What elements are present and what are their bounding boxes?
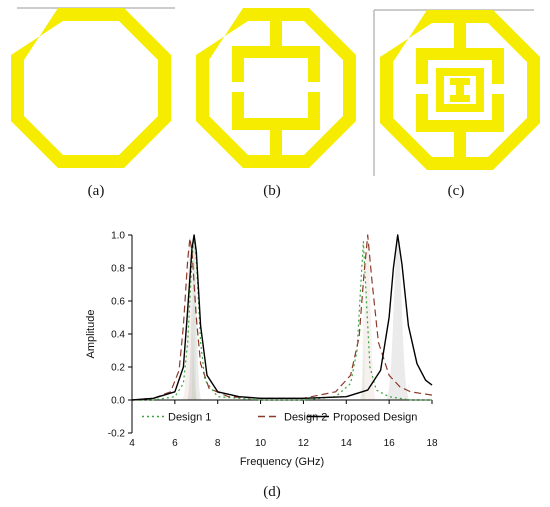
x-axis-title: Frequency (GHz) bbox=[240, 456, 324, 468]
panel-b-resonator bbox=[196, 8, 356, 168]
octagon-ring bbox=[11, 8, 171, 168]
y-tick-label: 1.0 bbox=[111, 231, 125, 242]
x-tick-label: 6 bbox=[172, 438, 178, 449]
peak-shading bbox=[361, 235, 366, 400]
x-tick-label: 16 bbox=[384, 438, 396, 449]
panel-d-label: (d) bbox=[263, 484, 281, 500]
peak-shading bbox=[187, 235, 201, 400]
top-stub bbox=[454, 23, 466, 51]
split-gap-right bbox=[491, 84, 504, 94]
series-line-1 bbox=[131, 234, 433, 401]
bottom-stub bbox=[454, 129, 466, 157]
peak-shading bbox=[183, 235, 197, 400]
top-stub bbox=[270, 21, 282, 49]
y-tick-label: 0.4 bbox=[111, 330, 125, 341]
series-line-2 bbox=[131, 234, 433, 401]
legend-label: Design 2 bbox=[284, 412, 327, 424]
y-tick-label: 0.0 bbox=[111, 396, 125, 407]
panel-b-label: (b) bbox=[263, 183, 281, 199]
bottom-stub bbox=[270, 127, 282, 155]
split-square bbox=[416, 48, 504, 132]
x-tick-label: 12 bbox=[298, 438, 310, 449]
inner-square bbox=[436, 68, 484, 112]
x-tick-label: 4 bbox=[129, 438, 135, 449]
y-tick-label: -0.2 bbox=[108, 429, 126, 440]
x-tick-label: 8 bbox=[215, 438, 221, 449]
chart-legend: Design 1 Design 2 Proposed Design bbox=[142, 412, 417, 424]
y-axis-title: Amplitude bbox=[85, 310, 97, 359]
panel-c-resonator bbox=[373, 9, 540, 176]
split-gap-right bbox=[307, 82, 320, 92]
split-gap-left bbox=[232, 82, 245, 92]
panel-a-label: (a) bbox=[87, 183, 105, 199]
y-tick-label: 0.8 bbox=[111, 264, 125, 275]
peak-shading bbox=[387, 235, 409, 400]
panel-a-resonator bbox=[11, 7, 175, 168]
amplitude-chart: -0.2 0.0 0.2 0.4 0.6 0.8 1.0 4 6 8 10 12 14 16 18 Freq… bbox=[85, 231, 438, 469]
split-gap-left bbox=[416, 84, 429, 94]
panel-c-label: (c) bbox=[447, 183, 465, 199]
i-shape bbox=[450, 78, 470, 102]
legend-label: Proposed Design bbox=[333, 412, 417, 424]
x-tick-label: 14 bbox=[341, 438, 353, 449]
split-square bbox=[232, 46, 320, 130]
peak-shading bbox=[191, 235, 197, 400]
x-tick-label: 18 bbox=[426, 438, 438, 449]
chart-ticks: -0.2 0.0 0.2 0.4 0.6 0.8 1.0 4 6 8 10 12 14 16 18 bbox=[108, 231, 438, 450]
chart-series bbox=[131, 234, 433, 401]
y-tick-label: 0.2 bbox=[111, 363, 125, 374]
x-tick-label: 10 bbox=[255, 438, 267, 449]
y-tick-label: 0.6 bbox=[111, 297, 125, 308]
legend-label: Design 1 bbox=[168, 412, 211, 424]
